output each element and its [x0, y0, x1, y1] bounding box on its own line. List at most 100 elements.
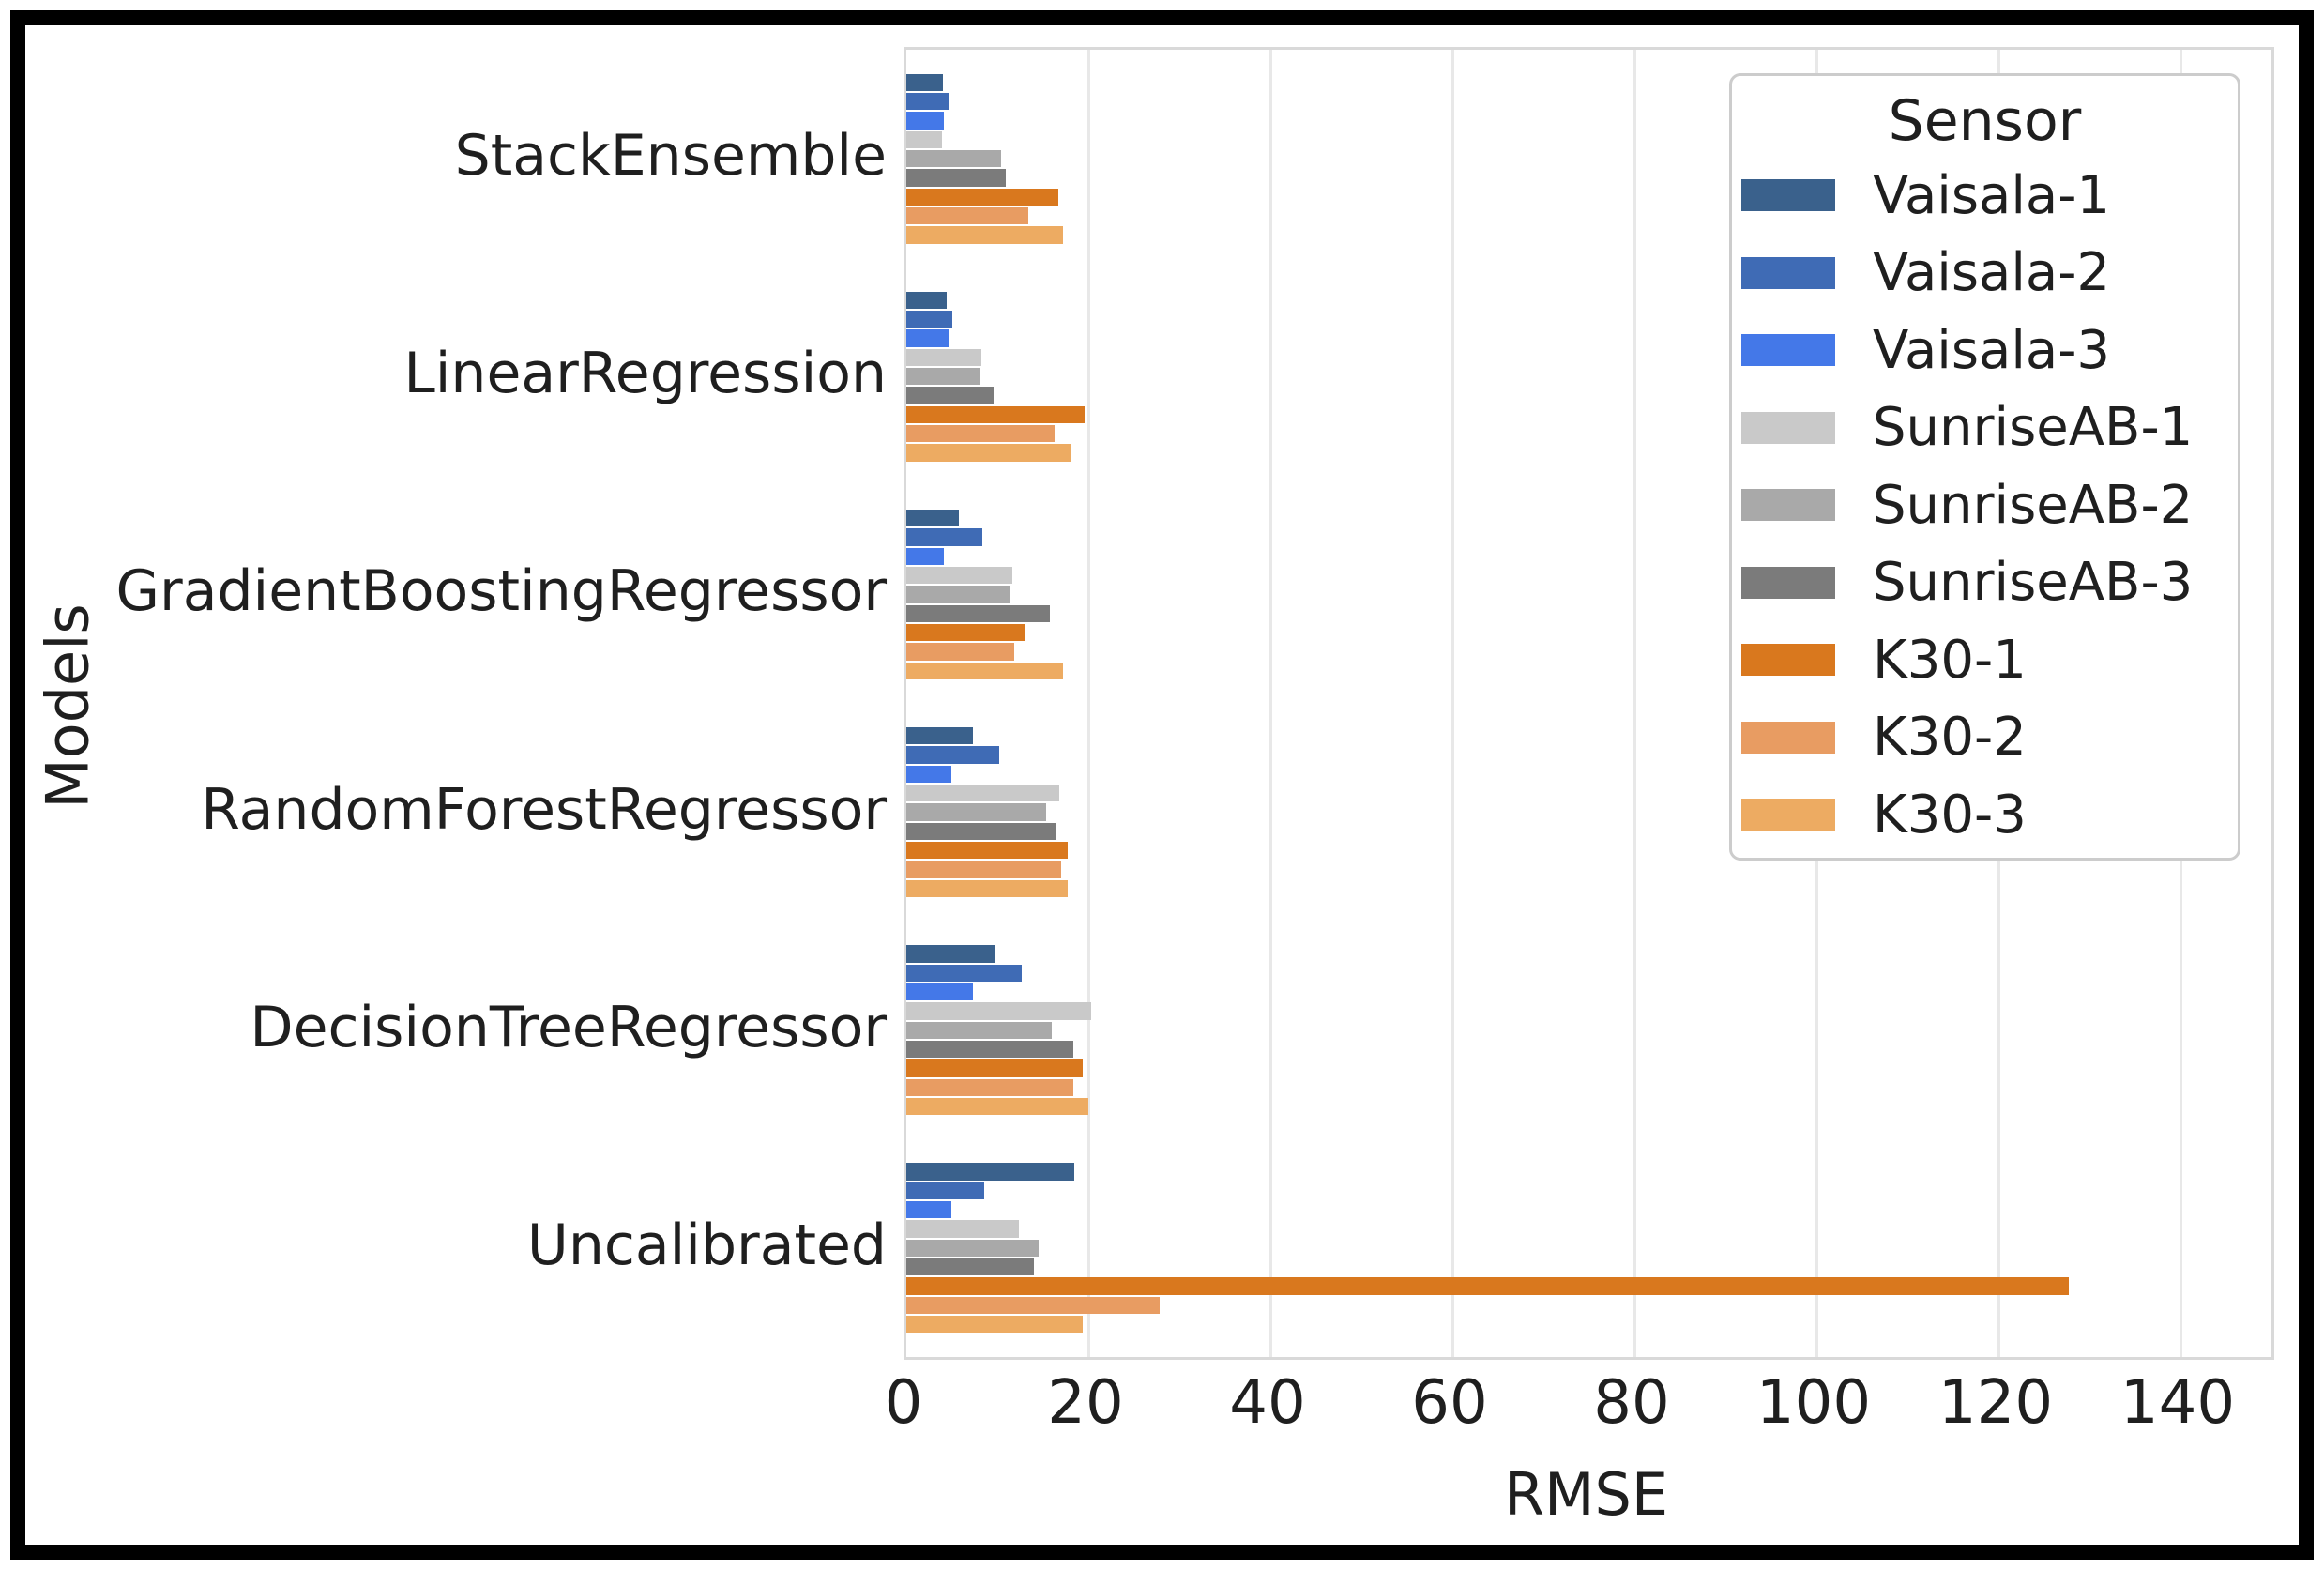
bar-LinearRegression-Vaisala-3: [906, 329, 949, 347]
legend-swatch-icon: [1741, 799, 1835, 831]
legend-label: SunriseAB-2: [1873, 474, 2194, 536]
bar-RandomForestRegressor-Vaisala-3: [906, 765, 951, 784]
x-tick-label: 0: [884, 1368, 923, 1438]
y-category-label: RandomForestRegressor: [201, 776, 887, 843]
bar-DecisionTreeRegressor-K30-3: [906, 1097, 1088, 1116]
bar-Uncalibrated-Vaisala-3: [906, 1201, 951, 1219]
y-category-label: Uncalibrated: [526, 1212, 887, 1278]
bar-slot: [906, 424, 2271, 443]
bar-slot: [906, 291, 2271, 310]
legend-entry-Vaisala-1: Vaisala-1: [1732, 157, 2238, 235]
legend-entry-Vaisala-2: Vaisala-2: [1732, 235, 2238, 312]
bar-StackEnsemble-K30-3: [906, 226, 1063, 244]
bar-slot: [906, 585, 2271, 603]
y-category-label: DecisionTreeRegressor: [250, 994, 887, 1060]
bar-StackEnsemble-K30-2: [906, 206, 1028, 225]
legend-title: Sensor: [1888, 88, 2082, 154]
bar-slot: [906, 348, 2271, 367]
bar-slot: [906, 944, 2271, 963]
bar-LinearRegression-K30-1: [906, 405, 1086, 424]
x-tick-label: 60: [1411, 1368, 1488, 1438]
legend-label: K30-1: [1873, 629, 2027, 691]
legend-swatch-icon: [1741, 256, 1835, 289]
bar-slot: [906, 1097, 2271, 1116]
bar-DecisionTreeRegressor-K30-1: [906, 1059, 1084, 1077]
bar-slot: [906, 1315, 2271, 1334]
bar-Uncalibrated-Vaisala-2: [906, 1181, 985, 1200]
bar-Uncalibrated-SunriseAB-3: [906, 1258, 1034, 1276]
bar-DecisionTreeRegressor-SunriseAB-3: [906, 1040, 1074, 1059]
bar-slot: [906, 822, 2271, 841]
bar-Uncalibrated-SunriseAB-1: [906, 1220, 1020, 1238]
bar-slot: [906, 386, 2271, 404]
bar-slot: [906, 527, 2271, 546]
bar-GradientBoostingRegressor-K30-2: [906, 643, 1015, 661]
gridline-x-20: [1086, 50, 1090, 1357]
legend-label: Vaisala-2: [1873, 242, 2111, 304]
bar-LinearRegression-K30-2: [906, 425, 1056, 443]
bar-slot: [906, 1059, 2271, 1077]
bar-DecisionTreeRegressor-Vaisala-2: [906, 964, 1023, 982]
bar-slot: [906, 547, 2271, 566]
gridline-x-60: [1451, 50, 1454, 1357]
bar-slot: [906, 1162, 2271, 1181]
bar-StackEnsemble-Vaisala-3: [906, 112, 944, 130]
bar-slot: [906, 509, 2271, 527]
figure-border: [10, 10, 2314, 1560]
bar-slot: [906, 623, 2271, 642]
bar-LinearRegression-SunriseAB-3: [906, 387, 995, 404]
legend-entries: Vaisala-1 Vaisala-2 Vaisala-3 SunriseAB-1 Su…: [1732, 157, 2238, 854]
x-tick-label: 80: [1593, 1368, 1670, 1438]
bar-RandomForestRegressor-SunriseAB-2: [906, 803, 1047, 821]
bar-group-Uncalibrated: [906, 1139, 2271, 1357]
bar-StackEnsemble-Vaisala-1: [906, 73, 943, 91]
legend-entry-K30-3: K30-3: [1732, 776, 2238, 854]
bar-StackEnsemble-Vaisala-2: [906, 92, 949, 111]
legend-swatch-icon: [1741, 644, 1835, 677]
bar-slot: [906, 879, 2271, 898]
bar-slot: [906, 405, 2271, 424]
bar-slot: [906, 983, 2271, 1001]
bar-slot: [906, 1040, 2271, 1059]
bar-slot: [906, 1021, 2271, 1040]
bar-slot: [906, 73, 2271, 92]
bar-slot: [906, 367, 2271, 386]
bar-slot: [906, 111, 2271, 130]
bar-DecisionTreeRegressor-SunriseAB-2: [906, 1021, 1053, 1039]
bar-slot: [906, 964, 2271, 983]
bar-slot: [906, 860, 2271, 878]
x-tick-label: 40: [1229, 1368, 1306, 1438]
bar-GradientBoostingRegressor-SunriseAB-1: [906, 566, 1013, 585]
bar-slot: [906, 765, 2271, 784]
bar-RandomForestRegressor-Vaisala-2: [906, 746, 999, 764]
legend-entry-SunriseAB-2: SunriseAB-2: [1732, 466, 2238, 544]
legend: Sensor Vaisala-1 Vaisala-2 Vaisala-3 Sunris…: [1729, 73, 2240, 861]
x-tick-label: 20: [1047, 1368, 1124, 1438]
bar-GradientBoostingRegressor-SunriseAB-3: [906, 604, 1051, 622]
bar-StackEnsemble-SunriseAB-1: [906, 130, 942, 148]
x-axis-title: RMSE: [1503, 1460, 1669, 1529]
legend-entry-SunriseAB-1: SunriseAB-1: [1732, 389, 2238, 467]
bar-slot: [906, 604, 2271, 623]
bar-LinearRegression-K30-3: [906, 444, 1071, 462]
legend-entry-SunriseAB-3: SunriseAB-3: [1732, 544, 2238, 622]
legend-entry-K30-1: K30-1: [1732, 621, 2238, 699]
bar-slot: [906, 1181, 2271, 1200]
bar-slot: [906, 188, 2271, 206]
bar-StackEnsemble-SunriseAB-3: [906, 169, 1006, 187]
legend-swatch-icon: [1741, 179, 1835, 212]
bar-Uncalibrated-Vaisala-1: [906, 1163, 1075, 1181]
x-tick-label: 100: [1755, 1368, 1872, 1438]
bar-slot: [906, 149, 2271, 168]
bar-slot: [906, 1200, 2271, 1219]
bar-DecisionTreeRegressor-K30-2: [906, 1078, 1073, 1096]
bar-slot: [906, 1078, 2271, 1097]
legend-label: SunriseAB-3: [1873, 552, 2194, 614]
bar-slot: [906, 328, 2271, 347]
bar-slot: [906, 1296, 2271, 1315]
legend-label: Vaisala-1: [1873, 164, 2111, 226]
y-category-label: GradientBoostingRegressor: [115, 558, 887, 625]
legend-label: K30-3: [1873, 784, 2027, 846]
bar-slot: [906, 784, 2271, 802]
bar-DecisionTreeRegressor-Vaisala-1: [906, 945, 996, 963]
